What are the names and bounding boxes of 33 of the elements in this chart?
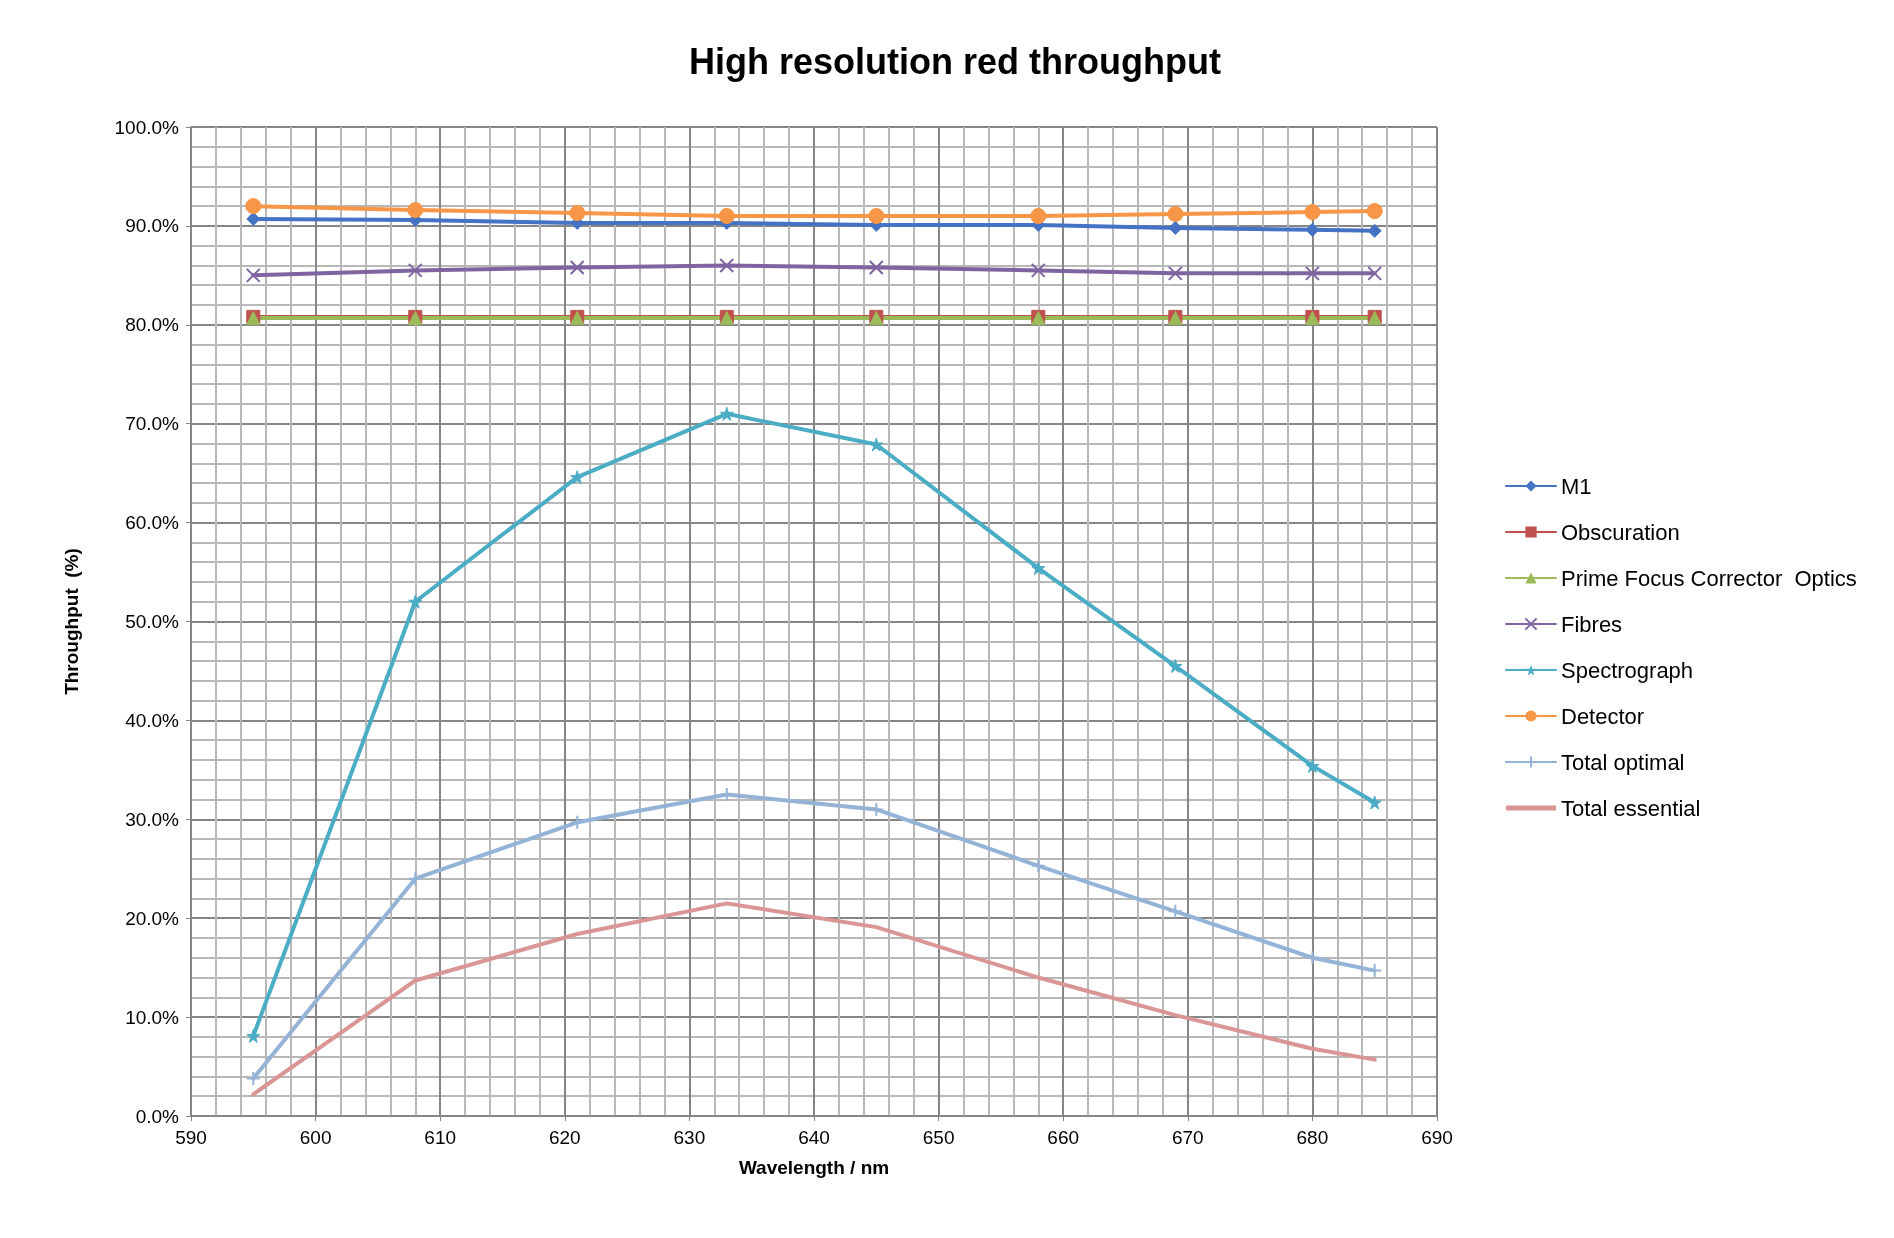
x-tick-label: 590 bbox=[175, 1127, 207, 1148]
legend-label: Prime Focus Corrector Optics bbox=[1561, 565, 1857, 591]
y-tick-label: 90.0% bbox=[125, 215, 180, 237]
y-tick-label: 100.0% bbox=[114, 116, 180, 138]
x-tick-label: 620 bbox=[548, 1127, 581, 1148]
x-tick-label: 680 bbox=[1296, 1127, 1329, 1148]
x-tick-label: 640 bbox=[798, 1127, 830, 1148]
legend-label: Total essential bbox=[1561, 795, 1701, 821]
x-tick-label: 610 bbox=[424, 1127, 457, 1148]
legend-label: Obscuration bbox=[1561, 519, 1680, 545]
x-tick-label: 660 bbox=[1047, 1127, 1080, 1148]
y-tick-label: 50.0% bbox=[125, 611, 180, 632]
x-tick-label: 650 bbox=[922, 1127, 955, 1148]
y-tick-label: 30.0% bbox=[125, 808, 180, 830]
y-tick-label: 80.0% bbox=[125, 314, 180, 336]
legend-label: Spectrograph bbox=[1561, 657, 1694, 683]
y-tick-label: 20.0% bbox=[125, 907, 180, 929]
legend-label: Fibres bbox=[1561, 611, 1623, 637]
x-tick-label: 600 bbox=[299, 1127, 332, 1148]
y-tick-label: 10.0% bbox=[125, 1006, 180, 1028]
y-tick-label: 60.0% bbox=[125, 512, 180, 534]
legend-label: Detector bbox=[1561, 703, 1645, 729]
chart-title: High resolution red throughput bbox=[689, 40, 1221, 82]
y-axis-title: Throughput (%) bbox=[61, 548, 82, 695]
x-tick-label: 670 bbox=[1171, 1127, 1204, 1148]
y-tick-label: 70.0% bbox=[125, 413, 180, 435]
legend-label: M1 bbox=[1561, 473, 1592, 499]
x-axis-title: Wavelength / nm bbox=[738, 1157, 890, 1178]
legend-label: Total optimal bbox=[1561, 749, 1685, 775]
y-tick-label: 40.0% bbox=[125, 709, 180, 731]
y-tick-label: 0.0% bbox=[135, 1105, 180, 1127]
x-tick-label: 630 bbox=[673, 1127, 706, 1148]
x-tick-label: 690 bbox=[1421, 1127, 1453, 1148]
